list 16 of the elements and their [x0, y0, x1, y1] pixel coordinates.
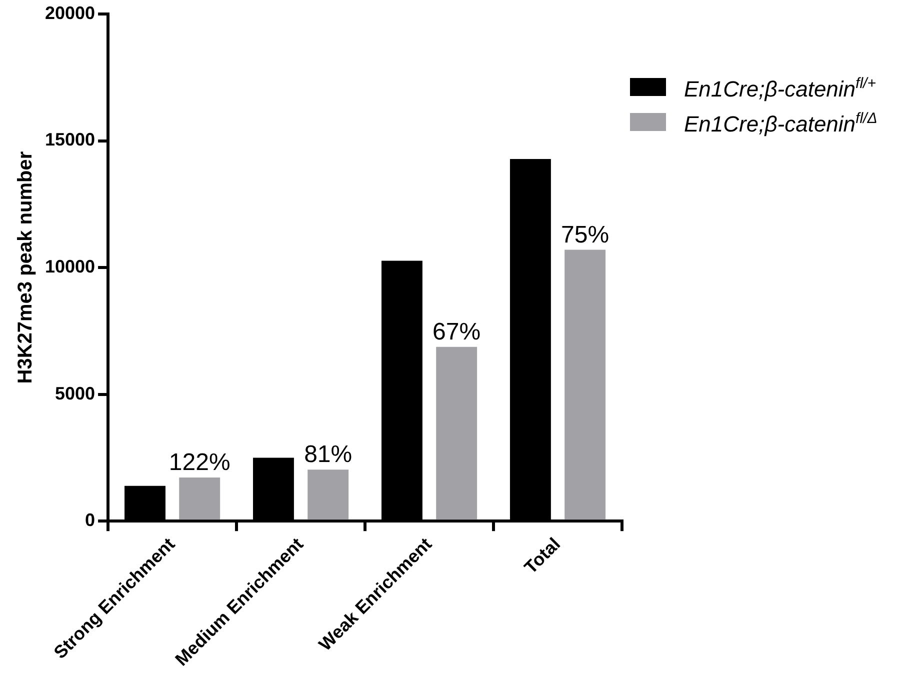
annotation: 81% — [304, 441, 352, 468]
bar — [436, 346, 478, 520]
y-tick-label: 15000 — [44, 130, 96, 150]
bar — [564, 250, 606, 520]
legend-label: En1Cre;β-catenin$^{fl/Δ}$ — [684, 109, 878, 139]
annotation: 122% — [168, 449, 230, 476]
annotation: 75% — [561, 221, 610, 248]
annotation: 67% — [432, 318, 481, 346]
y-tick-label: 0 — [85, 510, 96, 530]
y-tick-label: 5000 — [55, 383, 96, 404]
y-axis-title: H3K27me3 peak number — [14, 151, 37, 384]
bar — [179, 477, 220, 520]
y-tick-label: 20000 — [44, 2, 96, 23]
y-tick-label: 10000 — [44, 256, 96, 277]
bar — [308, 470, 349, 520]
legend-label: En1Cre;β-catenin$^{fl/+}$ — [684, 74, 876, 104]
